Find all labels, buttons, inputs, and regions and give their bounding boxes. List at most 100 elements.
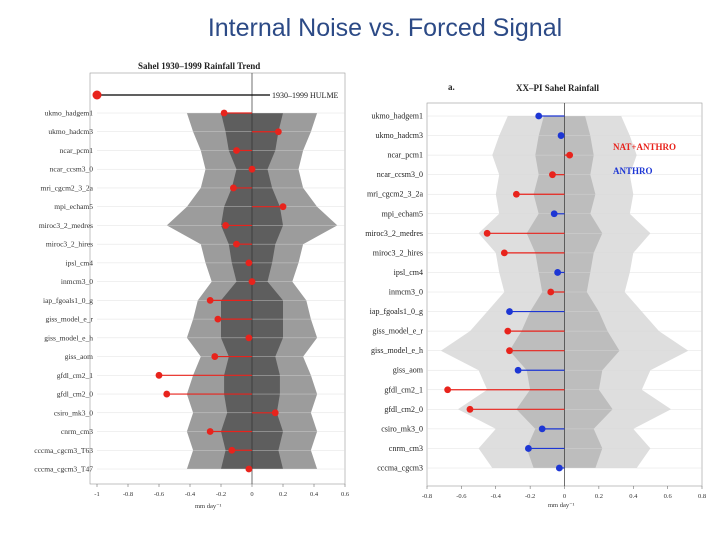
- chart-left-xlabel: mm day⁻¹: [195, 503, 222, 510]
- dot-giss_aom: [211, 353, 219, 360]
- dot-csiro_mk3_0: [271, 409, 279, 417]
- model-label: csiro_mk3_0: [381, 424, 423, 433]
- model-label: inmcm3_0: [61, 277, 93, 286]
- x-tick-label: 0.2: [279, 491, 287, 498]
- model-label: giss_model_e_r: [372, 327, 423, 336]
- x-tick-label: 0.6: [341, 491, 350, 498]
- model-label: cnrm_cm3: [389, 444, 423, 453]
- model-label: mpi_echam5: [54, 202, 93, 211]
- dot-ipsl_cm4: [554, 269, 562, 276]
- dot-ukmo_hadcm3: [274, 128, 282, 136]
- dot-miroc3_2_hires: [500, 249, 508, 257]
- dot-mri_cgcm2_3_2a: [512, 190, 520, 198]
- model-label: inmcm3_0: [389, 288, 423, 297]
- chart-right-xlabel: mm day⁻¹: [548, 502, 575, 509]
- dot-ncar_ccsm3_0: [549, 171, 556, 179]
- model-label: ncar_ccsm3_0: [50, 165, 94, 174]
- dot-mpi_echam5: [550, 210, 558, 218]
- model-label: giss_model_e_h: [44, 333, 93, 342]
- dot-ukmo_hadgem1: [535, 112, 543, 120]
- dot-giss_aom: [514, 366, 522, 374]
- model-label: ipsl_cm4: [394, 268, 423, 277]
- model-label: mpi_echam5: [382, 209, 423, 218]
- slide-title: Internal Noise vs. Forced Signal: [207, 14, 563, 42]
- model-label: ukmo_hadgem1: [45, 109, 94, 118]
- model-label: ncar_ccsm3_0: [377, 170, 423, 179]
- x-tick-label: 0.4: [310, 491, 319, 498]
- dot-ukmo_hadgem1: [220, 109, 228, 117]
- dot-mri_cgcm2_3_2a: [230, 184, 237, 192]
- model-label: miroc3_2_hires: [373, 248, 423, 257]
- chart-right-xx-pi: a. XX–PI Sahel Rainfall ukmo_hadgem1ukmo…: [365, 82, 706, 509]
- x-tick-label: -0.4: [185, 491, 196, 498]
- model-label: gfdl_cm2_0: [384, 405, 423, 414]
- dot-ipsl_cm4: [245, 259, 253, 267]
- dot-miroc3_2_hires: [233, 240, 240, 248]
- dot-gfdl_cm2_1: [155, 371, 163, 379]
- model-label: giss_model_e_h: [371, 346, 423, 355]
- dot-cccma_cgcm3_T63: [228, 446, 236, 454]
- dot-cnrm_cm3: [525, 445, 532, 452]
- model-label: csiro_mk3_0: [54, 408, 93, 417]
- dot-giss_model_e_h: [506, 347, 513, 355]
- dot-gfdl_cm2_0: [466, 405, 474, 413]
- model-label: ukmo_hadcm3: [48, 127, 93, 136]
- dot-ncar_ccsm3_0: [248, 165, 256, 173]
- model-label: ukmo_hadgem1: [371, 112, 423, 121]
- x-tick-label: -0.8: [422, 493, 432, 500]
- model-label: cccma_cgcm3: [377, 464, 423, 473]
- model-label: cccma_cgcm3_T63: [34, 446, 93, 455]
- model-label: mri_cgcm2_3_2a: [41, 183, 94, 192]
- dot-csiro_mk3_0: [538, 425, 546, 433]
- legend-anthro: ANTHRO: [613, 166, 653, 176]
- dot-gfdl_cm2_1: [444, 386, 452, 394]
- dot-mpi_echam5: [279, 203, 287, 211]
- model-label: iap_fgoals1_0_g: [43, 296, 93, 305]
- dot-miroc3_2_medres: [222, 222, 230, 229]
- dot-miroc3_2_medres: [483, 229, 491, 237]
- x-tick-label: 0: [250, 491, 253, 498]
- chart-left-title: Sahel 1930–1999 Rainfall Trend: [138, 61, 260, 71]
- x-tick-label: 0.4: [629, 493, 638, 500]
- dot-cccma_cgcm3: [555, 464, 563, 472]
- dot-ukmo_hadcm3: [557, 132, 565, 139]
- model-label: ipsl_cm4: [66, 258, 94, 267]
- observed-dot: [92, 90, 102, 100]
- dot-iap_fgoals1_0_g: [206, 296, 214, 304]
- dot-iap_fgoals1_0_g: [506, 308, 513, 315]
- model-label: mri_cgcm2_3_2a: [367, 190, 423, 199]
- model-label: ncar_pcm1: [60, 146, 94, 155]
- model-label: cnrm_cm3: [61, 427, 93, 436]
- dot-gfdl_cm2_0: [163, 390, 171, 398]
- x-tick-label: 0.2: [595, 493, 603, 500]
- dot-cccma_cgcm3_T47: [245, 465, 253, 473]
- model-label: miroc3_2_medres: [365, 229, 423, 238]
- chart-right-title: XX–PI Sahel Rainfall: [516, 83, 600, 93]
- model-label: ukmo_hadcm3: [375, 131, 423, 140]
- x-tick-label: -0.2: [216, 491, 226, 498]
- chart-right-panel-letter: a.: [448, 82, 455, 92]
- dot-giss_model_e_r: [504, 327, 512, 335]
- chart-left-sahel-trend: Sahel 1930–1999 Rainfall Trend 1930–1999…: [34, 61, 350, 510]
- x-tick-label: -0.6: [456, 493, 467, 500]
- model-label: miroc3_2_medres: [39, 221, 93, 230]
- model-label: ncar_pcm1: [387, 151, 423, 160]
- model-label: gfdl_cm2_1: [384, 385, 423, 394]
- model-label: giss_aom: [65, 352, 94, 361]
- legend-nat-anthro: NAT+ANTHRO: [613, 142, 676, 152]
- model-label: cccma_cgcm3_T47: [34, 465, 93, 474]
- x-tick-label: -0.4: [491, 493, 502, 500]
- model-label: iap_fgoals1_0_g: [370, 307, 423, 316]
- dot-ncar_pcm1: [233, 147, 240, 154]
- model-label: miroc3_2_hires: [46, 240, 93, 249]
- model-label: gfdl_cm2_1: [57, 371, 93, 380]
- dot-inmcm3_0: [547, 288, 555, 296]
- observed-label: 1930–1999 HULME: [272, 91, 339, 100]
- dot-giss_model_e_h: [245, 334, 253, 342]
- x-tick-label: 0.6: [664, 493, 673, 500]
- model-label: giss_model_e_r: [46, 315, 94, 324]
- x-tick-label: 0: [563, 493, 566, 500]
- x-tick-label: -1: [94, 491, 99, 498]
- dot-cnrm_cm3: [206, 428, 214, 435]
- dot-ncar_pcm1: [566, 151, 574, 159]
